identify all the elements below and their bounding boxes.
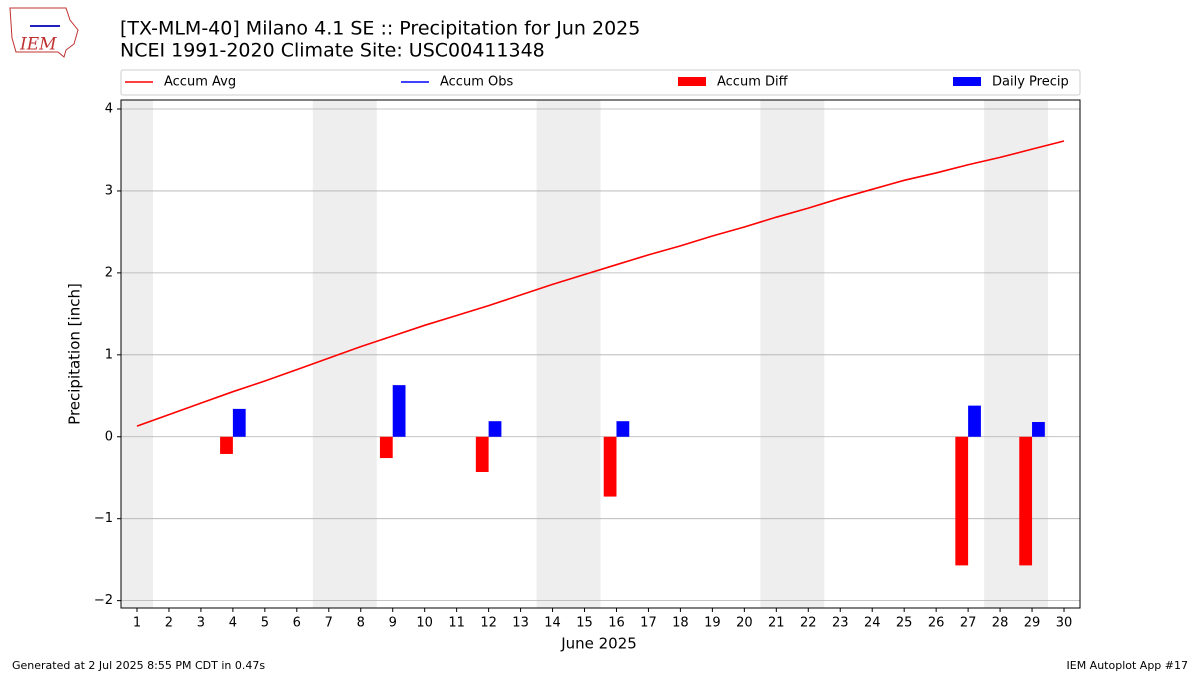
legend-swatch (678, 77, 706, 86)
legend-box (120, 69, 1081, 96)
footer-left: Generated at 2 Jul 2025 8:55 PM CDT in 0… (12, 659, 265, 672)
y-axis-label: Precipitation [inch] (66, 283, 84, 425)
x-tick-label: 1 (133, 616, 141, 631)
bar (220, 436, 233, 454)
legend-label: Accum Obs (440, 75, 513, 90)
chart-subtitle: NCEI 1991-2020 Climate Site: USC00411348 (120, 40, 545, 62)
x-tick-label: 7 (325, 616, 333, 631)
y-tick-label: 2 (105, 265, 113, 280)
y-tick-label: 0 (105, 429, 113, 444)
legend-label: Accum Avg (164, 75, 236, 90)
x-tick-label: 30 (1056, 616, 1073, 631)
weekend-shade (121, 100, 153, 608)
legend-label: Accum Diff (717, 75, 789, 90)
footer-right: IEM Autoplot App #17 (1067, 659, 1189, 672)
weekend-shade (536, 100, 601, 608)
x-tick-label: 24 (864, 616, 881, 631)
y-tick-label: −1 (94, 511, 113, 526)
x-tick-label: 17 (640, 616, 657, 631)
y-tick-label: 4 (105, 102, 113, 117)
bar (1019, 436, 1033, 566)
bar (379, 436, 393, 459)
legend-swatch (953, 77, 981, 86)
logo-text: IEM (19, 35, 57, 55)
x-tick-label: 25 (896, 616, 913, 631)
x-tick-label: 16 (608, 616, 625, 631)
x-tick-label: 10 (416, 616, 433, 631)
bar (392, 385, 406, 437)
x-tick-label: 15 (576, 616, 593, 631)
bar (603, 436, 617, 497)
weekend-shade (984, 100, 1049, 608)
line (136, 140, 1065, 427)
bar (955, 436, 969, 566)
x-tick-label: 19 (704, 616, 721, 631)
x-tick-label: 11 (448, 616, 465, 631)
plot-frame (120, 99, 1081, 609)
logo-outline (9, 7, 79, 58)
x-tick-label: 8 (357, 616, 365, 631)
x-tick-label: 23 (832, 616, 849, 631)
x-tick-label: 2 (165, 616, 173, 631)
y-tick-label: 1 (105, 347, 113, 362)
x-tick-label: 26 (928, 616, 945, 631)
x-tick-label: 4 (229, 616, 237, 631)
weekend-shade (312, 100, 377, 608)
bar (232, 408, 246, 437)
bar (488, 421, 502, 437)
weekend-shade (760, 100, 825, 608)
x-axis-label: June 2025 (560, 635, 637, 653)
chart-title: [TX-MLM-40] Milano 4.1 SE :: Precipitati… (120, 18, 640, 40)
bar (1032, 422, 1045, 437)
bar (475, 436, 489, 472)
x-tick-label: 18 (672, 616, 689, 631)
x-tick-label: 20 (736, 616, 753, 631)
x-tick-label: 3 (197, 616, 205, 631)
x-tick-label: 27 (960, 616, 977, 631)
x-tick-label: 5 (261, 616, 269, 631)
x-tick-label: 22 (800, 616, 817, 631)
x-tick-label: 12 (480, 616, 497, 631)
x-tick-label: 21 (768, 616, 785, 631)
x-tick-label: 28 (992, 616, 1009, 631)
x-tick-label: 14 (544, 616, 561, 631)
x-tick-label: 6 (293, 616, 301, 631)
x-tick-label: 29 (1024, 616, 1041, 631)
logo: IEM (9, 7, 79, 58)
bar (968, 405, 981, 437)
x-tick-label: 9 (389, 616, 397, 631)
y-tick-label: −2 (94, 593, 113, 608)
bar (616, 421, 630, 437)
y-tick-label: 3 (105, 183, 113, 198)
x-tick-label: 13 (512, 616, 529, 631)
legend-label: Daily Precip (992, 75, 1069, 90)
